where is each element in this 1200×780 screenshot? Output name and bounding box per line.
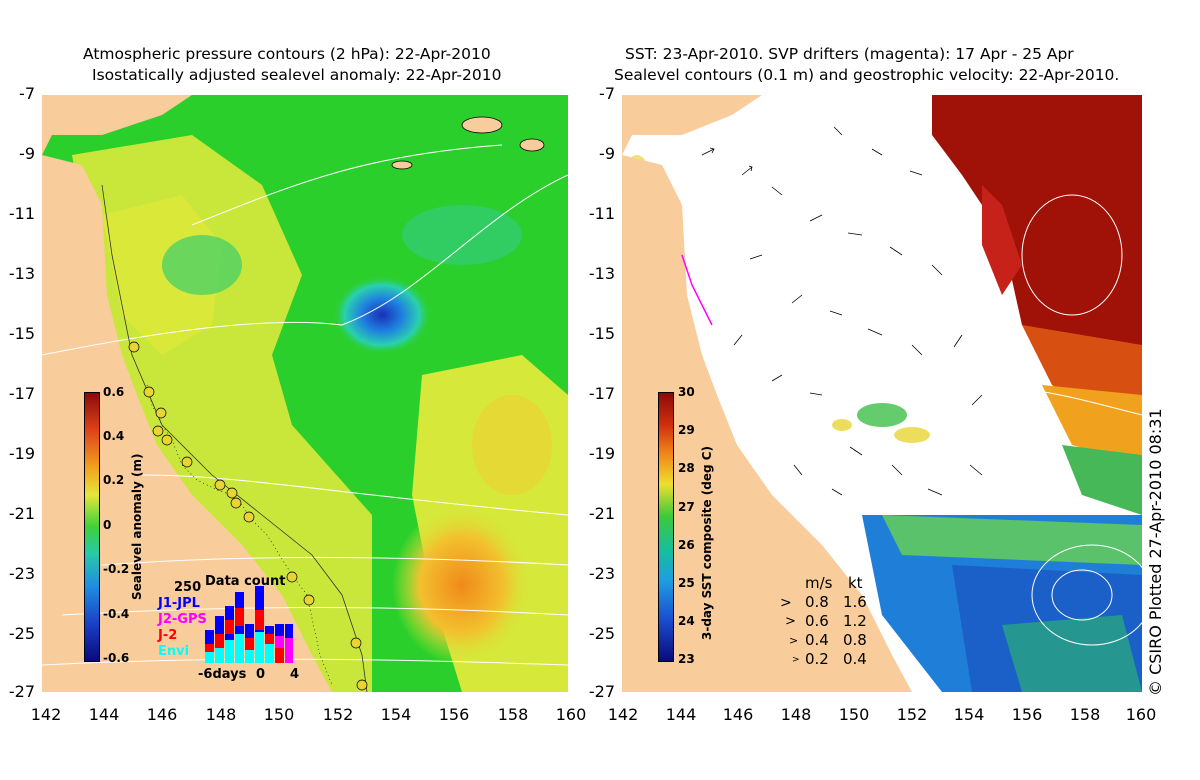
y-tick-label: -21 xyxy=(588,504,615,523)
x-tick-label: 148 xyxy=(780,705,812,724)
speed-ms: 0.4 xyxy=(805,631,829,649)
colorbar-tick: 28 xyxy=(678,461,695,475)
speed-kt: 1.2 xyxy=(843,612,867,630)
colorbar-tick: 29 xyxy=(678,423,695,437)
y-tick-label: -13 xyxy=(8,264,35,283)
data-count-histogram xyxy=(205,586,293,663)
speed-ms: 0.6 xyxy=(805,612,829,630)
x-tick-label: 160 xyxy=(555,705,587,724)
x-tick-label: 150 xyxy=(838,705,870,724)
y-tick-label: -17 xyxy=(588,384,615,403)
speed-header-kt: kt xyxy=(848,574,863,592)
copyright-notice: © CSIRO Plotted 27-Apr-2010 08:31 xyxy=(1146,408,1165,696)
sst-colorbar xyxy=(658,392,674,662)
x-tick-label: 148 xyxy=(205,705,237,724)
y-tick-label: -23 xyxy=(8,564,35,583)
y-tick-label: -19 xyxy=(8,444,35,463)
data-count-title: Data count xyxy=(205,574,286,589)
colorbar-tick: 23 xyxy=(678,652,695,666)
speed-ms: 0.8 xyxy=(805,593,829,611)
y-tick-label: -21 xyxy=(8,504,35,523)
histogram-x-start: -6days xyxy=(198,667,247,682)
left-title-line1: Atmospheric pressure contours (2 hPa): 2… xyxy=(83,45,491,63)
y-tick-label: -17 xyxy=(8,384,35,403)
sst-velocity-map xyxy=(622,95,1148,692)
y-tick-label: -27 xyxy=(8,682,35,701)
x-tick-label: 158 xyxy=(1069,705,1101,724)
x-tick-label: 154 xyxy=(953,705,985,724)
y-tick-label: -7 xyxy=(19,84,35,103)
y-tick-label: -9 xyxy=(599,144,615,163)
source-envi: Envi xyxy=(158,644,190,659)
x-tick-label: 154 xyxy=(380,705,412,724)
x-tick-label: 146 xyxy=(146,705,178,724)
y-tick-label: -19 xyxy=(588,444,615,463)
sst-colorbar-label: 3-day SST composite (deg C) xyxy=(700,445,714,640)
colorbar-tick: 24 xyxy=(678,614,695,628)
x-tick-label: 142 xyxy=(607,705,639,724)
source-j2-gps: J2-GPS xyxy=(158,612,207,627)
left-title-line2: Isostatically adjusted sealevel anomaly:… xyxy=(92,66,502,84)
x-tick-label: 146 xyxy=(722,705,754,724)
x-tick-label: 156 xyxy=(438,705,470,724)
colorbar-tick: 0.6 xyxy=(103,385,125,399)
y-tick-label: -11 xyxy=(588,204,615,223)
speed-kt: 0.4 xyxy=(843,650,867,668)
colorbar-tick: 25 xyxy=(678,576,695,590)
y-tick-label: -9 xyxy=(19,144,35,163)
colorbar-tick: 30 xyxy=(678,385,695,399)
colorbar-tick: 27 xyxy=(678,500,695,514)
speed-kt: 1.6 xyxy=(843,593,867,611)
source-j2: J-2 xyxy=(158,628,178,643)
y-tick-label: -11 xyxy=(8,204,35,223)
y-tick-label: -7 xyxy=(599,84,615,103)
colorbar-tick: -0.4 xyxy=(103,607,130,621)
sealevel-colorbar-label: Sealevel anomaly (m) xyxy=(130,453,144,600)
arrow-icon: > xyxy=(792,655,800,665)
x-tick-label: 156 xyxy=(1011,705,1043,724)
y-tick-label: -27 xyxy=(588,682,615,701)
colorbar-tick: 0.2 xyxy=(103,473,125,487)
arrow-icon: > xyxy=(789,634,799,647)
arrow-icon: > xyxy=(780,595,792,611)
y-tick-label: -15 xyxy=(588,324,615,343)
colorbar-tick: 0 xyxy=(103,518,112,532)
x-tick-label: 158 xyxy=(497,705,529,724)
y-tick-label: -13 xyxy=(588,264,615,283)
x-tick-label: 152 xyxy=(322,705,354,724)
colorbar-tick: 0.4 xyxy=(103,429,125,443)
speed-header-ms: m/s xyxy=(805,574,833,592)
right-title-line1: SST: 23-Apr-2010. SVP drifters (magenta)… xyxy=(625,45,1074,63)
x-tick-label: 144 xyxy=(665,705,697,724)
x-tick-label: 150 xyxy=(263,705,295,724)
y-tick-label: -25 xyxy=(588,624,615,643)
colorbar-tick: -0.6 xyxy=(103,651,130,665)
x-tick-label: 142 xyxy=(30,705,62,724)
right-title-line2: Sealevel contours (0.1 m) and geostrophi… xyxy=(614,66,1120,84)
colorbar-tick: -0.2 xyxy=(103,562,130,576)
x-tick-label: 144 xyxy=(88,705,120,724)
colorbar-tick: 26 xyxy=(678,538,695,552)
source-j1-jpl: J1-JPL xyxy=(158,596,200,611)
histogram-x-end: 4 xyxy=(290,667,300,682)
sealevel-colorbar xyxy=(84,392,100,662)
x-tick-label: 152 xyxy=(896,705,928,724)
y-tick-label: -23 xyxy=(588,564,615,583)
speed-kt: 0.8 xyxy=(843,631,867,649)
y-tick-label: -25 xyxy=(8,624,35,643)
y-tick-label: -15 xyxy=(8,324,35,343)
arrow-icon: > xyxy=(785,614,796,629)
x-tick-label: 160 xyxy=(1125,705,1157,724)
data-count-max: 250 xyxy=(174,580,202,595)
sealevel-anomaly-map xyxy=(42,95,568,692)
histogram-x-zero: 0 xyxy=(256,667,266,682)
speed-ms: 0.2 xyxy=(805,650,829,668)
